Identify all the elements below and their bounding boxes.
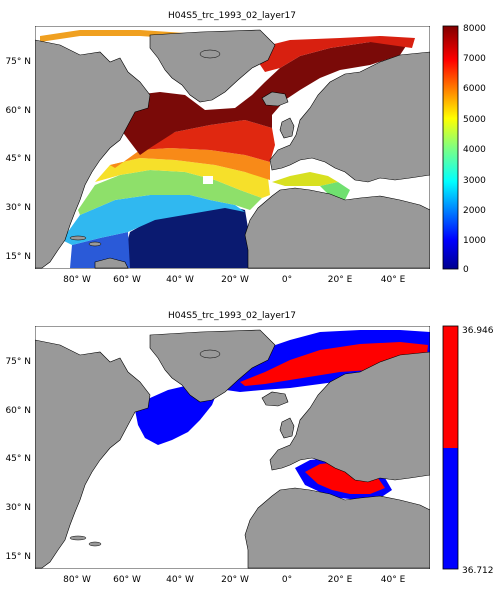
land-europe [269, 51, 430, 183]
top-lat-label-15: 15° N [5, 252, 31, 262]
top-land [35, 29, 430, 269]
bottom-islands [69, 349, 221, 547]
top-colorbar-tick-7000: 7000 [463, 54, 486, 64]
top-lon-label-60w: 60° W [113, 275, 141, 285]
land-hispaniola [88, 541, 102, 547]
top-lon-label-20e: 20° E [328, 275, 353, 285]
bottom-colorbar-tick-min: 36.712 [462, 566, 494, 576]
bottom-lon-label-40e: 40° E [381, 575, 406, 585]
land-africa [244, 487, 430, 569]
land-europe [269, 351, 430, 483]
bottom-lon-label-60w: 60° W [113, 575, 141, 585]
land-africa [244, 187, 430, 269]
top-lon-label-80w: 80° W [63, 275, 91, 285]
bottom-colorbar-tick-max: 36.946 [462, 326, 494, 336]
field-orange [110, 148, 270, 180]
land-hispaniola [88, 241, 102, 247]
field-nodata-patch [203, 176, 213, 184]
field-med-red [305, 462, 385, 494]
top-colorbar-gradient [442, 25, 459, 270]
top-lat-label-60: 60° N [5, 106, 31, 116]
land-cuba [69, 235, 87, 241]
field-red [140, 120, 275, 162]
field-blue [70, 232, 130, 268]
top-lat-label-45: 45° N [5, 154, 31, 164]
bottom-lon-axis: 80° W 60° W 40° W 20° W 0° 20° E 40° E [63, 575, 405, 585]
top-islands [69, 49, 221, 247]
top-lon-label-0: 0° [282, 275, 292, 285]
bottom-colorbar: 36.946 36.712 [442, 325, 494, 576]
bottom-colorbar-frame [442, 325, 459, 570]
bottom-lon-label-40w: 40° W [166, 575, 194, 585]
field-mediterranean [272, 172, 338, 186]
top-lat-label-30: 30° N [5, 203, 31, 213]
land-british-isles [279, 417, 295, 439]
top-colorbar: 0 1000 2000 3000 4000 5000 6000 7000 800… [442, 24, 486, 275]
bottom-lat-label-15: 15° N [5, 552, 31, 562]
land-cuba [69, 535, 87, 541]
land-greenland [149, 29, 276, 103]
bottom-lon-label-0: 0° [282, 575, 292, 585]
top-colorbar-tick-6000: 6000 [463, 84, 486, 94]
top-lat-label-75: 75° N [5, 57, 31, 67]
top-colorbar-tick-1000: 1000 [463, 236, 486, 246]
land-svalbard [199, 349, 221, 359]
land-iceland [261, 391, 289, 407]
top-colorbar-tick-0: 0 [463, 265, 469, 275]
bottom-lat-label-60: 60° N [5, 406, 31, 416]
bottom-map [35, 326, 430, 569]
field-dark-red [112, 40, 410, 155]
land-north-america [35, 339, 151, 569]
land-greenland [149, 329, 276, 403]
field-arctic-red [240, 342, 428, 386]
land-iceland [261, 91, 289, 107]
top-colorbar-tick-4000: 4000 [463, 145, 486, 155]
bottom-lon-label-20e: 20° E [328, 575, 353, 585]
top-lon-axis: 80° W 60° W 40° W 20° W 0° 20° E 40° E [63, 275, 405, 285]
bottom-lat-axis: 75° N 60° N 45° N 30° N 15° N [5, 357, 31, 562]
bottom-lon-label-80w: 80° W [63, 575, 91, 585]
top-colorbar-tick-2000: 2000 [463, 206, 486, 216]
bottom-colorbar-lower [443, 448, 458, 569]
top-panel-title: H04S5_trc_1993_02_layer17 [168, 11, 296, 21]
bottom-panel-title: H04S5_trc_1993_02_layer17 [168, 311, 296, 321]
bottom-lon-label-20w: 20° W [221, 575, 249, 585]
bottom-lat-label-45: 45° N [5, 454, 31, 464]
field-yellow [95, 158, 270, 198]
top-map [35, 26, 430, 269]
land-north-america [35, 39, 151, 269]
land-svalbard [199, 49, 221, 59]
land-british-isles [279, 117, 295, 139]
bottom-colorbar-upper [443, 326, 458, 448]
top-lon-label-40w: 40° W [166, 275, 194, 285]
top-lat-axis: 75° N 60° N 45° N 30° N 15° N [5, 57, 31, 262]
field-green [78, 170, 262, 215]
field-arctic-red [250, 36, 415, 72]
land-south-america [94, 257, 129, 269]
top-lon-label-40e: 40° E [381, 275, 406, 285]
top-lon-label-20w: 20° W [221, 275, 249, 285]
field-cyan [62, 195, 245, 245]
field-mediterranean-east [320, 182, 350, 200]
bottom-lat-label-75: 75° N [5, 357, 31, 367]
top-colorbar-tick-3000: 3000 [463, 176, 486, 186]
bottom-lat-label-30: 30° N [5, 503, 31, 513]
bottom-land [35, 329, 430, 569]
top-colorbar-tick-8000: 8000 [463, 24, 486, 34]
top-colorbar-tick-5000: 5000 [463, 115, 486, 125]
